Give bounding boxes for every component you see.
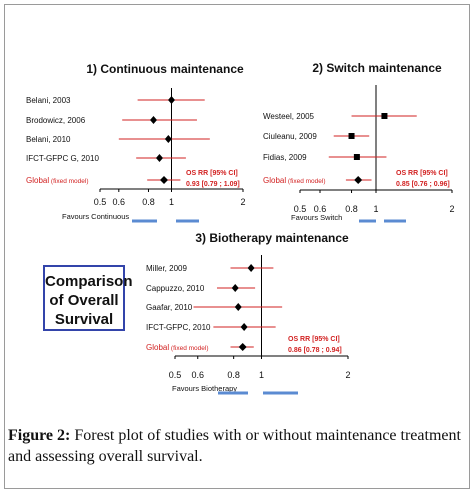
chart2-summary-diamond bbox=[354, 176, 363, 184]
chart1-study-label: Belani, 2010 bbox=[26, 135, 71, 144]
chart1-point-estimate bbox=[168, 96, 175, 104]
caption-label: Figure 2: bbox=[8, 427, 71, 444]
chart1-summary-value: 0.93 [0.79 ; 1.09] bbox=[186, 181, 240, 188]
chart2-point-estimate bbox=[348, 133, 355, 139]
figure-frame bbox=[4, 4, 470, 489]
chart1-x-tick-label: 0.6 bbox=[113, 197, 126, 207]
chart2-study-label: Westeel, 2005 bbox=[263, 112, 315, 121]
chart3-point-estimate bbox=[231, 284, 239, 292]
chart2-point-estimate bbox=[353, 154, 360, 160]
chart3-title: 3) Biotherapy maintenance bbox=[195, 231, 349, 245]
chart2-study-label: Ciuleanu, 2009 bbox=[263, 132, 317, 141]
chart3-point-estimate bbox=[247, 264, 255, 272]
chart1-x-tick-label: 0.8 bbox=[142, 197, 155, 207]
chart1-point-estimate bbox=[150, 116, 158, 124]
chart3-summary-value: 0.86 [0.78 ; 0.94] bbox=[288, 347, 342, 354]
chart1-study-label: IFCT-GFPC G, 2010 bbox=[26, 154, 99, 163]
chart2-study-label: Global (fixed model) bbox=[263, 176, 326, 185]
chart2-favours-label: Favours Switch bbox=[291, 213, 342, 222]
chart2-x-tick-label: 1 bbox=[373, 204, 378, 214]
chart3-study-label: Miller, 2009 bbox=[146, 264, 187, 273]
chart3-study-label: Gaafar, 2010 bbox=[146, 303, 193, 312]
chart1-x-tick-label: 0.5 bbox=[94, 197, 107, 207]
chart2-summary-label: OS RR [95% CI] bbox=[396, 170, 448, 177]
figure-caption: Figure 2: Forest plot of studies with or… bbox=[8, 425, 468, 467]
chart2-x-tick-label: 0.8 bbox=[345, 204, 358, 214]
chart1-study-label: Belani, 2003 bbox=[26, 96, 71, 105]
chart3-x-tick-label: 0.5 bbox=[169, 370, 182, 380]
chart3-point-estimate bbox=[240, 323, 248, 331]
chart3-x-tick-label: 0.6 bbox=[191, 370, 204, 380]
chart3-study-label: Global (fixed model) bbox=[146, 343, 209, 352]
comparison-line-2: of Overall bbox=[49, 292, 119, 309]
chart2-summary-value: 0.85 [0.76 ; 0.96] bbox=[396, 181, 450, 188]
chart1-summary-diamond bbox=[160, 176, 169, 184]
chart1-point-estimate bbox=[164, 135, 172, 143]
chart3-summary-diamond bbox=[238, 343, 247, 351]
chart2-x-tick-label: 0.6 bbox=[314, 204, 327, 214]
chart2-x-tick-label: 0.5 bbox=[294, 204, 307, 214]
chart3-study-label: IFCT-GFPC, 2010 bbox=[146, 323, 211, 332]
chart2-title: 2) Switch maintenance bbox=[312, 61, 442, 75]
comparison-box: Comparison of Overall Survival bbox=[43, 265, 133, 331]
chart1-x-tick-label: 2 bbox=[240, 197, 245, 207]
chart3-study-label-suffix: (fixed model) bbox=[169, 345, 208, 352]
chart1-study-label: Global (fixed model) bbox=[26, 176, 89, 185]
chart2-study-label-suffix: (fixed model) bbox=[286, 178, 325, 185]
chart3-study-label: Cappuzzo, 2010 bbox=[146, 284, 205, 293]
comparison-line-3: Survival bbox=[54, 311, 114, 328]
chart3-x-tick-label: 1 bbox=[259, 370, 264, 380]
chart1-summary-label: OS RR [95% CI] bbox=[186, 170, 238, 177]
chart2-study-label: Fidias, 2009 bbox=[263, 153, 307, 162]
chart1-study-label-suffix: (fixed model) bbox=[49, 178, 88, 185]
comparison-line-1: Comparison bbox=[45, 273, 133, 290]
chart1-title: 1) Continuous maintenance bbox=[86, 62, 244, 76]
chart1-x-tick-label: 1 bbox=[169, 197, 174, 207]
chart3-favours-label: Favours Biotherapy bbox=[172, 384, 237, 393]
chart3-point-estimate bbox=[234, 303, 242, 311]
chart1-study-label: Brodowicz, 2006 bbox=[26, 116, 86, 125]
chart3-x-tick-label: 0.8 bbox=[227, 370, 240, 380]
chart2-x-tick-label: 2 bbox=[449, 204, 454, 214]
chart2-point-estimate bbox=[381, 113, 388, 119]
chart1-point-estimate bbox=[155, 154, 163, 162]
chart1-favours-label: Favours Continuous bbox=[62, 212, 129, 221]
caption-text: Forest plot of studies with or without m… bbox=[8, 427, 461, 465]
chart3-x-tick-label: 2 bbox=[345, 370, 350, 380]
chart3-summary-label: OS RR [95% CI] bbox=[288, 336, 340, 343]
